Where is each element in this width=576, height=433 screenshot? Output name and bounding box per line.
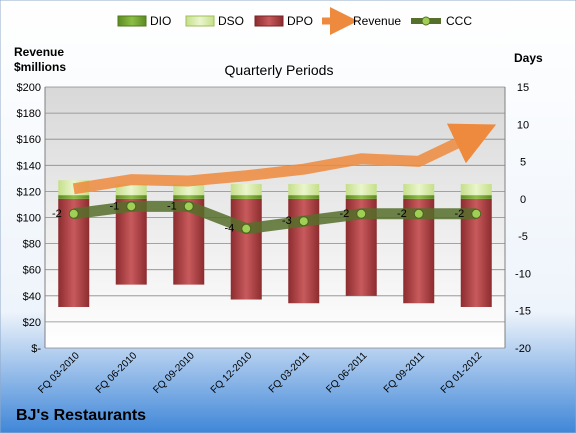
right-tick-label: -15 xyxy=(515,306,531,318)
legend-swatch-dpo xyxy=(254,15,284,27)
dpo-bar xyxy=(230,198,262,300)
legend-label-dso: DSO xyxy=(218,14,244,28)
left-tick-label: $60 xyxy=(23,265,41,277)
legend: DIO DSO DPO Revenue CCC xyxy=(117,7,472,35)
dso-bar xyxy=(345,183,377,196)
dio-bar xyxy=(403,195,435,199)
right-tick-label: -10 xyxy=(515,268,531,280)
dso-bar xyxy=(460,183,492,196)
right-tick-label: 10 xyxy=(517,119,529,131)
left-axis-title-line1: Revenue xyxy=(14,45,64,59)
right-tick-label: 0 xyxy=(520,194,526,206)
dio-bar xyxy=(230,195,262,199)
bars xyxy=(58,180,492,307)
legend-swatch-dso xyxy=(185,15,215,27)
ccc-data-label: -2 xyxy=(52,208,62,220)
left-tick-label: $120 xyxy=(17,186,41,198)
legend-swatch-dio xyxy=(117,15,147,27)
right-tick-label: 15 xyxy=(517,82,529,94)
right-axis-title: Days xyxy=(514,51,543,65)
left-tick-label: $40 xyxy=(23,291,41,303)
dso-bar xyxy=(173,183,205,196)
ccc-point xyxy=(126,201,137,212)
ccc-data-label: -3 xyxy=(282,215,292,227)
legend-label-revenue: Revenue xyxy=(353,14,401,28)
right-tick-label: 5 xyxy=(520,157,526,169)
left-axis-title-line2: $millions xyxy=(14,60,66,74)
ccc-data-label: -2 xyxy=(339,208,349,220)
revenue-layer xyxy=(72,123,497,195)
left-tick-label: $200 xyxy=(17,82,41,94)
dso-bar xyxy=(115,183,147,196)
left-tick-label: $180 xyxy=(17,108,41,120)
ccc-point xyxy=(298,216,309,227)
dso-bar xyxy=(403,183,435,196)
dso-bar xyxy=(288,183,320,196)
ccc-data-label: -1 xyxy=(167,200,177,212)
legend-swatch-ccc-point xyxy=(421,16,431,26)
legend-label-ccc: CCC xyxy=(446,14,472,28)
left-tick-label: $140 xyxy=(17,160,41,172)
left-tick-label: $160 xyxy=(17,134,41,146)
ccc-data-label: -4 xyxy=(224,223,234,235)
ccc-point xyxy=(241,223,252,234)
dio-bar xyxy=(58,195,90,199)
revenue-line xyxy=(72,123,497,195)
right-tick-label: -20 xyxy=(515,343,531,355)
ccc-data-label: -2 xyxy=(397,208,407,220)
dio-bar xyxy=(173,195,205,199)
dio-bar xyxy=(115,195,147,199)
chart-title: Quarterly Periods xyxy=(225,62,334,78)
dio-bar xyxy=(345,195,377,199)
ccc-point xyxy=(471,208,482,219)
dio-bar xyxy=(460,195,492,199)
ccc-point xyxy=(68,208,79,219)
ccc-point xyxy=(356,208,367,219)
dso-bar xyxy=(230,183,262,196)
ccc-point xyxy=(183,201,194,212)
ccc-data-label: -2 xyxy=(454,208,464,220)
dio-bar xyxy=(288,195,320,199)
right-axis-ticks: -20 -15 -10 -5 0 5 10 15 xyxy=(515,82,531,355)
left-axis-ticks: $- $20 $40 $60 $80 $100 $120 $140 $160 $180 $200 xyxy=(17,82,42,355)
ccc-data-label: -1 xyxy=(109,200,119,212)
right-tick-label: -5 xyxy=(518,231,528,243)
company-name: BJ's Restaurants xyxy=(16,407,146,424)
left-tick-label: $- xyxy=(31,343,41,355)
left-tick-label: $80 xyxy=(23,239,41,251)
legend-label-dio: DIO xyxy=(150,14,171,28)
ccc-point xyxy=(413,208,424,219)
left-tick-label: $20 xyxy=(23,317,41,329)
ccc-line xyxy=(73,200,477,235)
legend-label-dpo: DPO xyxy=(287,14,313,28)
left-tick-label: $100 xyxy=(17,213,41,225)
ccc-layer: -2 -1 -1 -4 -3 -2 -2 -2 xyxy=(52,200,482,235)
